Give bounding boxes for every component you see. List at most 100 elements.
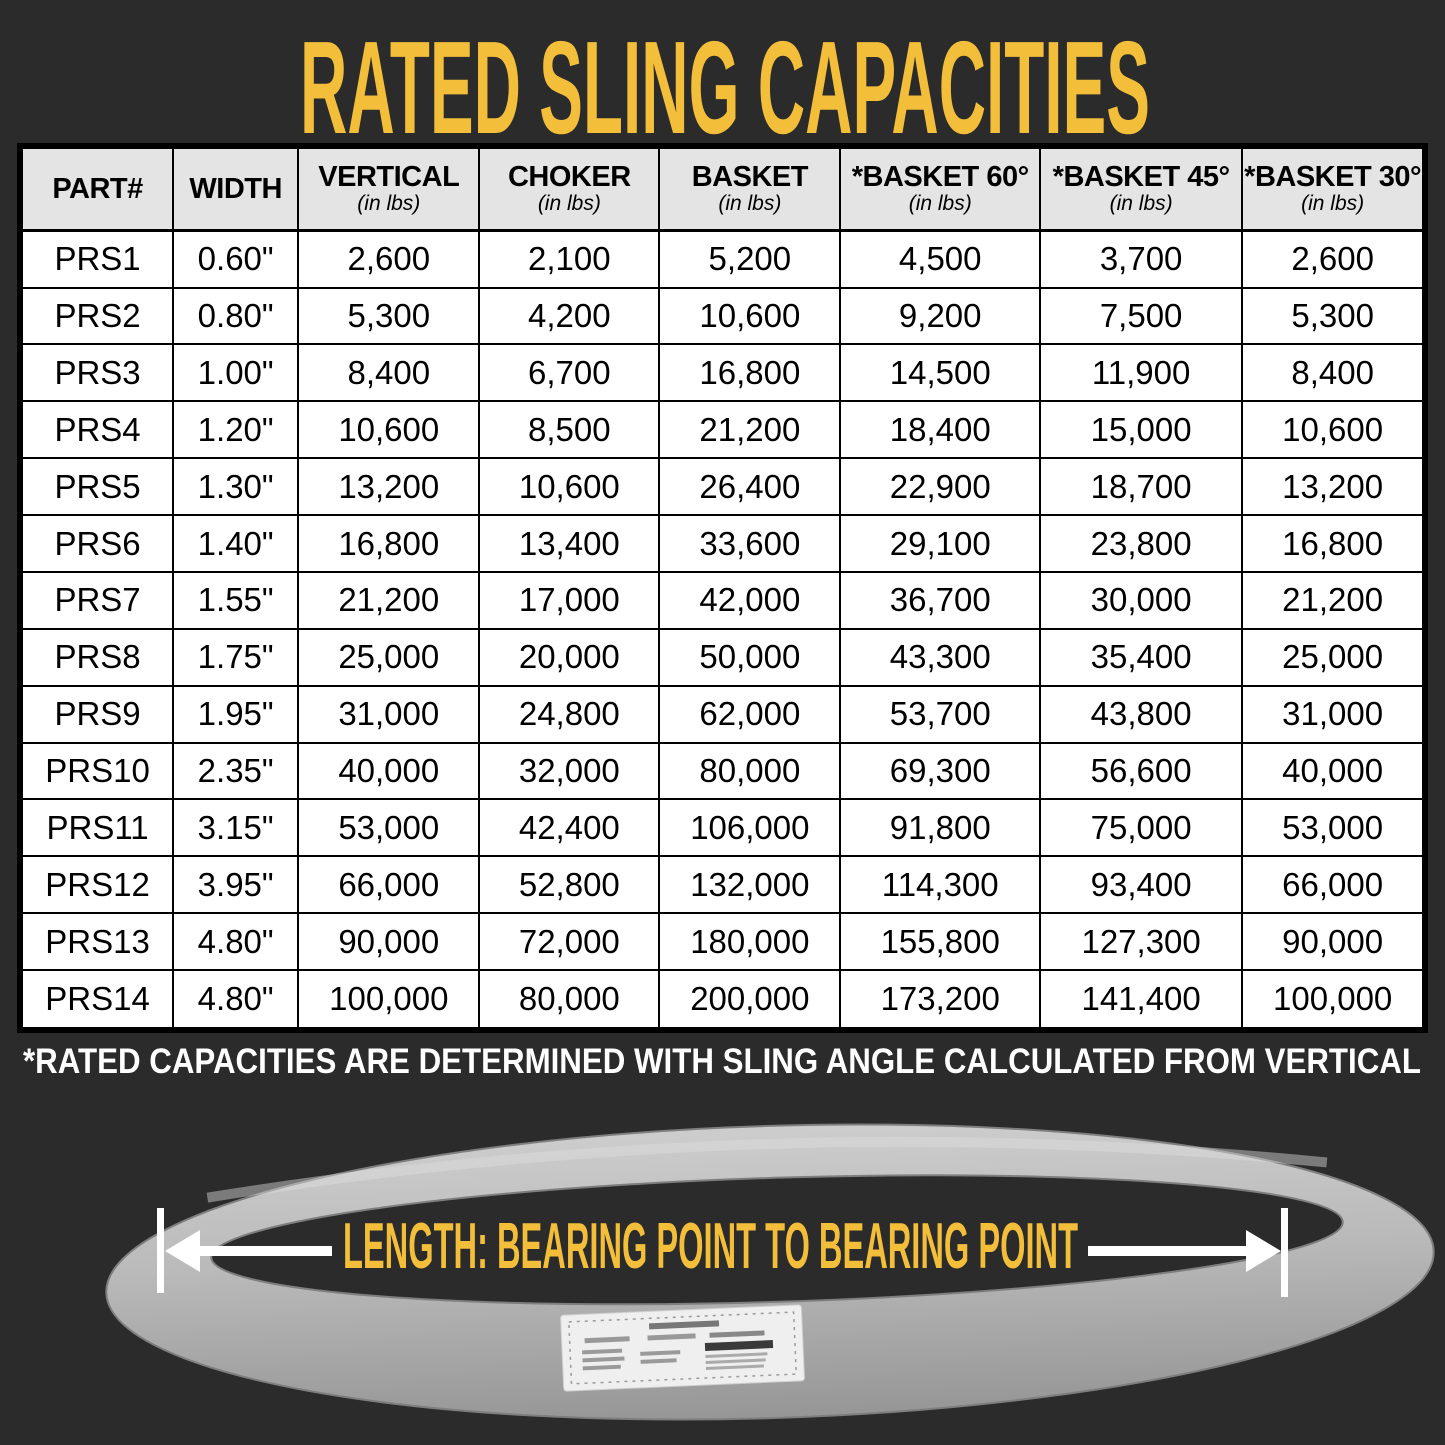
value-cell: 8,400 xyxy=(297,343,481,403)
value-cell: 8,500 xyxy=(478,400,661,460)
table-row: PRS12 3.95" 66,000 52,800 132,000 114,300 93,4… xyxy=(18,855,1426,915)
table-row: PRS9 1.95" 31,000 24,800 62,000 53,700 43,800 3… xyxy=(18,684,1426,744)
table-row: PRS4 1.20" 10,600 8,500 21,200 18,400 15,000 10… xyxy=(18,400,1426,460)
column-header-3: CHOKER (in lbs) xyxy=(478,145,661,232)
value-cell: 100,000 xyxy=(1241,969,1426,1031)
value-cell: 15,000 xyxy=(1038,400,1244,460)
value-cell: 43,300 xyxy=(839,627,1041,687)
value-cell: 106,000 xyxy=(658,798,842,858)
value-cell: 6,700 xyxy=(478,343,661,403)
value-cell: 90,000 xyxy=(297,912,481,972)
value-cell: 127,300 xyxy=(1038,912,1244,972)
value-cell: 155,800 xyxy=(839,912,1041,972)
value-cell: 75,000 xyxy=(1038,798,1244,858)
value-cell: 72,000 xyxy=(478,912,661,972)
width-cell: 1.55" xyxy=(172,570,300,630)
length-arrow-left xyxy=(165,1230,332,1272)
value-cell: 22,900 xyxy=(839,457,1041,517)
value-cell: 18,400 xyxy=(839,400,1041,460)
column-header-7: *BASKET 30° (in lbs) xyxy=(1241,145,1426,232)
table-row: PRS14 4.80" 100,000 80,000 200,000 173,200 141… xyxy=(18,969,1426,1031)
value-cell: 53,700 xyxy=(839,684,1041,744)
column-header-label: *BASKET 30° xyxy=(1244,160,1422,193)
value-cell: 66,000 xyxy=(1241,855,1426,915)
value-cell: 21,200 xyxy=(1241,570,1426,630)
value-cell: 36,700 xyxy=(839,570,1041,630)
value-cell: 56,600 xyxy=(1038,741,1244,801)
part-number-cell: PRS12 xyxy=(18,855,175,915)
value-cell: 5,300 xyxy=(297,286,481,346)
value-cell: 50,000 xyxy=(658,627,842,687)
value-cell: 31,000 xyxy=(1241,684,1426,744)
column-header-label: *BASKET 45° xyxy=(1052,160,1230,193)
page-title-area: RATED SLING CAPACITIES xyxy=(300,14,1150,150)
column-header-label: CHOKER xyxy=(507,160,631,193)
value-cell: 8,400 xyxy=(1241,343,1426,403)
value-cell: 31,000 xyxy=(297,684,481,744)
value-cell: 69,300 xyxy=(839,741,1041,801)
value-cell: 7,500 xyxy=(1038,286,1244,346)
value-cell: 5,300 xyxy=(1241,286,1426,346)
width-cell: 2.35" xyxy=(172,741,300,801)
column-header-units: (in lbs) xyxy=(1301,192,1365,216)
value-cell: 9,200 xyxy=(839,286,1041,346)
column-header-label: BASKET xyxy=(691,160,809,193)
value-cell: 10,600 xyxy=(658,286,842,346)
value-cell: 30,000 xyxy=(1038,570,1244,630)
value-cell: 10,600 xyxy=(1241,400,1426,460)
width-cell: 1.40" xyxy=(172,514,300,573)
column-header-units: (in lbs) xyxy=(908,192,972,216)
part-number-cell: PRS4 xyxy=(18,400,175,460)
value-cell: 17,000 xyxy=(478,570,661,630)
value-cell: 100,000 xyxy=(297,969,481,1031)
value-cell: 52,800 xyxy=(478,855,661,915)
part-number-cell: PRS14 xyxy=(18,969,175,1031)
value-cell: 21,200 xyxy=(297,570,481,630)
column-header-0: PART# xyxy=(18,145,175,232)
width-cell: 4.80" xyxy=(172,969,300,1031)
value-cell: 90,000 xyxy=(1241,912,1426,972)
column-header-5: *BASKET 60° (in lbs) xyxy=(839,145,1041,232)
value-cell: 80,000 xyxy=(658,741,842,801)
table-row: PRS2 0.80" 5,300 4,200 10,600 9,200 7,500 5,300 xyxy=(18,286,1426,346)
table-row: PRS3 1.00" 8,400 6,700 16,800 14,500 11,900 8,4… xyxy=(18,343,1426,403)
table-body: PRS1 0.60" 2,600 2,100 5,200 4,500 3,700 2,600 P… xyxy=(18,229,1426,1031)
column-header-label: *BASKET 60° xyxy=(851,160,1029,193)
part-number-cell: PRS13 xyxy=(18,912,175,972)
value-cell: 11,900 xyxy=(1038,343,1244,403)
value-cell: 80,000 xyxy=(478,969,661,1031)
table-row: PRS11 3.15" 53,000 42,400 106,000 91,800 75,00… xyxy=(18,798,1426,858)
value-cell: 53,000 xyxy=(1241,798,1426,858)
part-number-cell: PRS5 xyxy=(18,457,175,517)
value-cell: 35,400 xyxy=(1038,627,1244,687)
column-header-1: WIDTH xyxy=(172,145,300,232)
value-cell: 29,100 xyxy=(839,514,1041,573)
width-cell: 1.75" xyxy=(172,627,300,687)
value-cell: 5,200 xyxy=(658,229,842,289)
value-cell: 42,400 xyxy=(478,798,661,858)
width-cell: 1.95" xyxy=(172,684,300,744)
value-cell: 23,800 xyxy=(1038,514,1244,573)
value-cell: 16,800 xyxy=(658,343,842,403)
width-cell: 0.80" xyxy=(172,286,300,346)
value-cell: 20,000 xyxy=(478,627,661,687)
value-cell: 40,000 xyxy=(1241,741,1426,801)
length-label: LENGTH: BEARING POINT TO BEARING POINT xyxy=(343,1209,1078,1282)
value-cell: 13,200 xyxy=(297,457,481,517)
width-cell: 1.30" xyxy=(172,457,300,517)
part-number-cell: PRS8 xyxy=(18,627,175,687)
part-number-cell: PRS6 xyxy=(18,514,175,573)
value-cell: 200,000 xyxy=(658,969,842,1031)
value-cell: 10,600 xyxy=(297,400,481,460)
value-cell: 21,200 xyxy=(658,400,842,460)
table-header: PART# WIDTH VERTICAL (in lbs) CHOKER (in lbs)… xyxy=(18,145,1426,232)
table-row: PRS8 1.75" 25,000 20,000 50,000 43,300 35,400 2… xyxy=(18,627,1426,687)
bearing-point-line-right xyxy=(1281,1208,1288,1297)
column-header-label: WIDTH xyxy=(189,172,282,205)
width-cell: 0.60" xyxy=(172,229,300,289)
value-cell: 25,000 xyxy=(1241,627,1426,687)
value-cell: 16,800 xyxy=(1241,514,1426,573)
column-header-units: (in lbs) xyxy=(718,192,782,216)
part-number-cell: PRS3 xyxy=(18,343,175,403)
